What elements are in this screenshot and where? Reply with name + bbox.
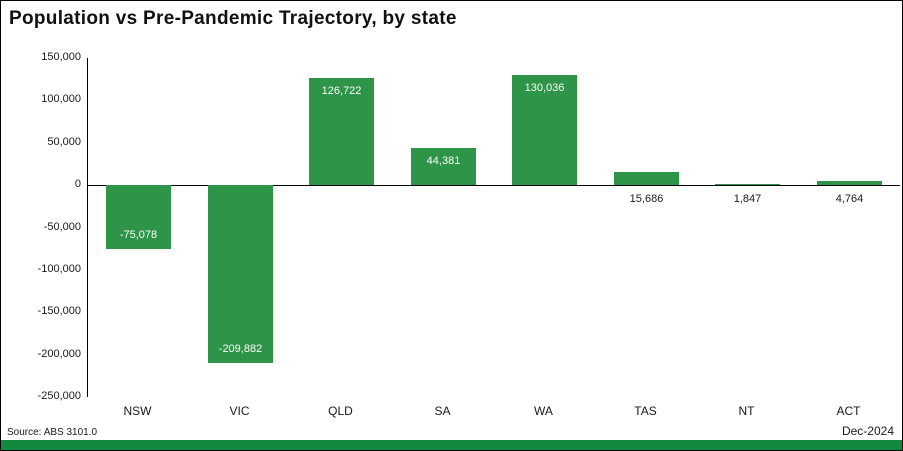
bar-nt xyxy=(715,183,780,186)
zero-axis-line xyxy=(88,184,900,186)
x-axis-label-qld: QLD xyxy=(328,404,353,418)
chart-title: Population vs Pre-Pandemic Trajectory, b… xyxy=(9,8,457,29)
date-note: Dec-2024 xyxy=(841,424,894,438)
bar-value-label: 4,764 xyxy=(835,193,864,206)
y-axis-tick-label: -100,000 xyxy=(37,262,81,275)
bar-value-label: 130,036 xyxy=(524,81,565,94)
bar-vic xyxy=(208,185,273,363)
y-axis-tick-label: -50,000 xyxy=(43,220,81,233)
bar-tas xyxy=(614,171,679,186)
bar-qld xyxy=(309,77,374,186)
plot-area: -75,078 -209,882 126,722 44,381 130,036 15,68… xyxy=(87,58,900,397)
bar-sa xyxy=(411,147,476,186)
bar-value-label: 126,722 xyxy=(321,84,362,97)
bar-act xyxy=(817,181,882,186)
y-axis-tick-label: 50,000 xyxy=(47,135,81,148)
bar-value-label: -209,882 xyxy=(218,343,263,355)
x-axis-label-nsw: NSW xyxy=(123,404,152,418)
x-axis-label-wa: WA xyxy=(534,404,553,418)
bar-value-label: 44,381 xyxy=(426,154,461,167)
y-axis-tick-label: -200,000 xyxy=(37,347,81,360)
x-axis-label-nt: NT xyxy=(738,404,755,418)
x-axis-label-vic: VIC xyxy=(229,404,250,418)
y-axis-tick-label: -150,000 xyxy=(37,305,81,318)
y-axis-tick-label: 100,000 xyxy=(41,93,81,106)
y-axis-tick-label: 0 xyxy=(74,178,81,191)
footer-accent-bar xyxy=(1,440,902,450)
y-axis-tick-label: 150,000 xyxy=(41,51,81,63)
source-note: Source: ABS 3101.0 xyxy=(7,427,98,438)
bar-value-label: 15,686 xyxy=(629,193,664,206)
bar-nsw xyxy=(106,185,171,249)
x-axis-label-sa: SA xyxy=(434,404,451,418)
bar-wa xyxy=(512,74,577,186)
x-axis-label-act: ACT xyxy=(836,404,861,418)
bar-value-label: 1,847 xyxy=(733,193,762,206)
x-axis-label-tas: TAS xyxy=(634,404,657,418)
y-axis-tick-label: -250,000 xyxy=(37,390,81,402)
bar-value-label: -75,078 xyxy=(119,228,158,241)
